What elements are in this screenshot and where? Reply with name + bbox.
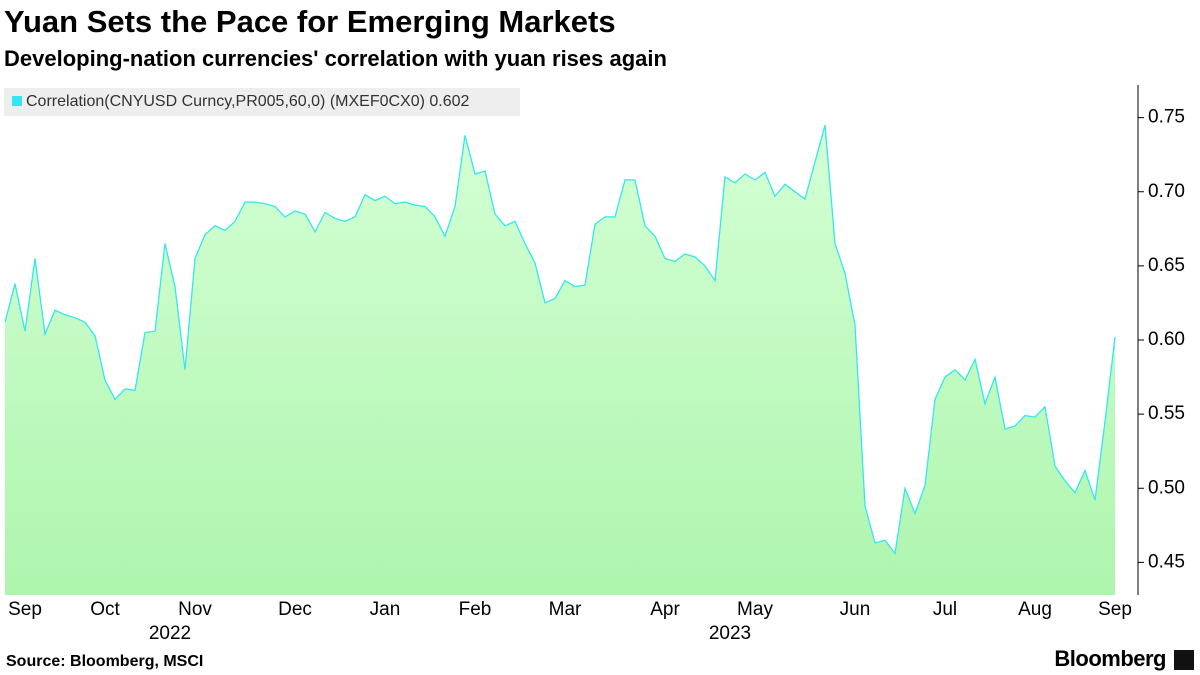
y-tick-label: 0.60 [1148, 329, 1185, 350]
x-year-label: 2022 [149, 623, 191, 644]
x-tick-label: Dec [278, 599, 312, 620]
y-tick-label: 0.70 [1148, 181, 1185, 202]
chart-title: Yuan Sets the Pace for Emerging Markets [4, 4, 616, 39]
x-tick-label: Mar [549, 599, 582, 620]
x-tick-label: Jun [840, 599, 871, 620]
legend-swatch [12, 96, 22, 106]
legend-box [4, 88, 520, 116]
y-tick-label: 0.50 [1148, 477, 1185, 498]
x-tick-label: Oct [90, 599, 120, 620]
area-fill [5, 125, 1115, 595]
x-tick-label: Sep [8, 599, 42, 620]
chart-subtitle: Developing-nation currencies' correlatio… [4, 46, 667, 71]
x-tick-label: May [737, 599, 773, 620]
y-tick-label: 0.45 [1148, 551, 1185, 572]
source: Source: Bloomberg, MSCI [6, 653, 203, 670]
x-tick-label: Apr [650, 599, 680, 620]
y-tick-label: 0.75 [1148, 107, 1185, 128]
brand-icon [1174, 650, 1194, 670]
x-tick-label: Feb [459, 599, 492, 620]
legend-label: Correlation(CNYUSD Curncy,PR005,60,0) (M… [26, 93, 470, 110]
y-tick-label: 0.55 [1148, 403, 1185, 424]
x-tick-label: Jul [933, 599, 957, 620]
x-tick-label: Nov [178, 599, 212, 620]
x-year-label: 2023 [709, 623, 751, 644]
brand: Bloomberg [1054, 646, 1166, 671]
x-tick-label: Sep [1098, 599, 1132, 620]
x-tick-label: Jan [370, 599, 401, 620]
x-tick-label: Aug [1018, 599, 1052, 620]
series-line [4, 124, 1116, 556]
y-tick-label: 0.65 [1148, 255, 1185, 276]
